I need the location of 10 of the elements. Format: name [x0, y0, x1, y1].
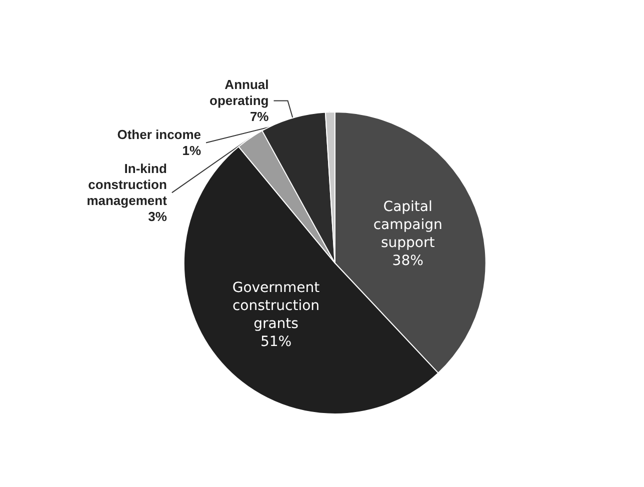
- data-label: 38%: [392, 253, 424, 270]
- data-label: 1%: [182, 143, 202, 158]
- slice-label: Annual operating: [210, 77, 269, 108]
- data-label: 51%: [260, 334, 292, 350]
- slice-label: In-kind construction management: [86, 161, 168, 208]
- data-label: 7%: [250, 109, 270, 124]
- slice-label: Other income: [117, 127, 202, 142]
- slice-label: Government construction grants: [232, 280, 320, 332]
- slice-label: Capital campaign support: [373, 199, 442, 252]
- data-label: 3%: [148, 209, 168, 224]
